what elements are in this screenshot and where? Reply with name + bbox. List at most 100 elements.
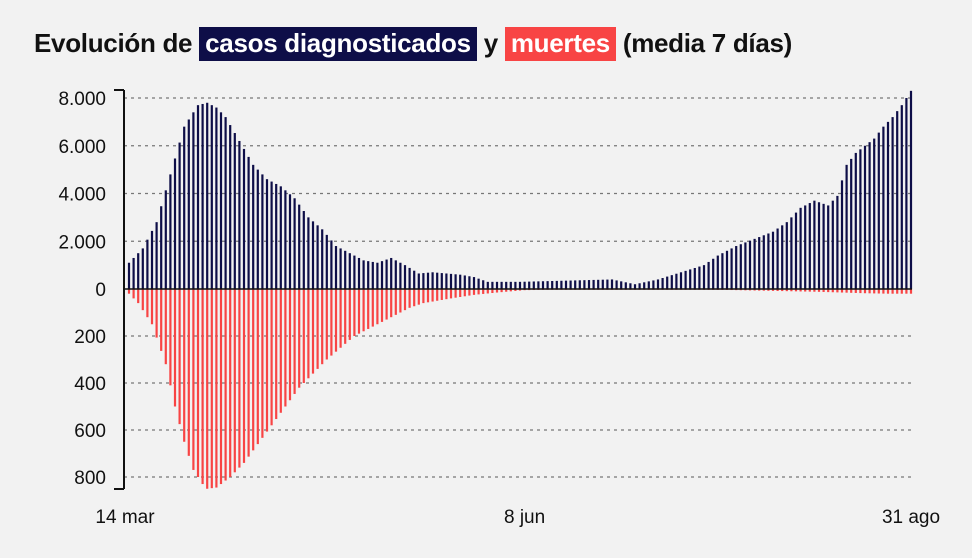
- cases-bar: [298, 204, 301, 289]
- cases-bar: [454, 274, 457, 289]
- y-tick-label-upper: 2.000: [58, 232, 106, 253]
- cases-bar: [647, 281, 650, 289]
- deaths-bar: [873, 289, 876, 294]
- cases-bar: [229, 125, 232, 289]
- cases-bar: [380, 261, 384, 289]
- deaths-bar: [836, 289, 839, 293]
- deaths-bar: [794, 289, 798, 292]
- y-tick-label-upper: 0: [95, 280, 106, 301]
- deaths-bar: [767, 289, 770, 291]
- deaths-bar: [505, 289, 508, 292]
- deaths-bar: [882, 289, 885, 294]
- cases-bar: [707, 261, 710, 289]
- deaths-bar: [164, 289, 167, 365]
- deaths-bar: [298, 289, 301, 388]
- cases-bar: [316, 225, 319, 289]
- cases-bar: [459, 274, 462, 289]
- deaths-bar: [868, 289, 871, 294]
- cases-bar: [183, 126, 186, 290]
- deaths-bar: [302, 289, 305, 383]
- cases-bar: [265, 179, 269, 289]
- x-tick-label: 14 mar: [95, 507, 155, 528]
- deaths-bar: [813, 289, 816, 292]
- cases-bar: [403, 265, 407, 289]
- deaths-bar: [362, 289, 365, 332]
- cases-bar: [652, 280, 655, 289]
- cases-bar: [560, 280, 563, 289]
- cases-bar: [160, 206, 163, 289]
- deaths-bar: [293, 289, 296, 394]
- cases-bar: [514, 281, 517, 289]
- deaths-bar: [150, 289, 154, 325]
- deaths-bar: [288, 289, 292, 401]
- deaths-bar: [909, 289, 913, 294]
- cases-bar: [702, 265, 706, 289]
- deaths-bar: [482, 289, 485, 294]
- cases-bar: [909, 90, 913, 290]
- cases-bar: [127, 262, 131, 289]
- deaths-bar: [827, 289, 830, 293]
- deaths-bar: [454, 289, 457, 298]
- cases-bar: [431, 272, 434, 289]
- cases-bar: [767, 233, 770, 289]
- deaths-bar: [426, 289, 430, 303]
- cases-bar: [629, 283, 632, 289]
- cases-bar: [620, 281, 623, 289]
- cases-bar: [500, 281, 503, 289]
- deaths-bar: [247, 289, 250, 457]
- cases-bar: [753, 238, 756, 289]
- deaths-bar: [279, 289, 282, 413]
- deaths-bar: [886, 289, 890, 294]
- cases-bar: [583, 280, 586, 289]
- cases-bar: [311, 221, 315, 289]
- cases-bar: [413, 270, 416, 289]
- cases-bar: [804, 205, 807, 289]
- cases-bar: [339, 248, 342, 289]
- cases-bar: [238, 140, 241, 289]
- cases-bar: [293, 198, 296, 289]
- cases-bar: [247, 156, 250, 289]
- cases-bar: [776, 228, 779, 289]
- cases-bar: [390, 257, 393, 289]
- title-cases-highlight: casos diagnosticados: [199, 27, 477, 61]
- cases-bar: [491, 281, 494, 289]
- cases-bar: [689, 269, 692, 289]
- cases-bar: [758, 237, 761, 289]
- cases-bar: [721, 253, 724, 289]
- cases-bar: [394, 260, 397, 289]
- deaths-bar: [238, 289, 241, 468]
- cases-bar: [169, 174, 172, 289]
- cases-bar: [348, 253, 351, 289]
- cases-bar: [592, 279, 595, 289]
- cases-bar: [426, 272, 430, 289]
- deaths-bar: [900, 289, 903, 294]
- cases-bar: [344, 250, 347, 289]
- cases-bar: [528, 281, 531, 289]
- deaths-bar: [201, 289, 204, 485]
- cases-bar: [615, 280, 618, 289]
- cases-bar: [725, 250, 729, 289]
- cases-bar: [486, 281, 489, 289]
- deaths-bar: [831, 289, 834, 293]
- cases-bar: [638, 283, 641, 289]
- cases-bar: [192, 112, 195, 289]
- cases-bar: [399, 262, 402, 289]
- cases-bar: [817, 202, 821, 289]
- cases-bar: [670, 275, 673, 289]
- cases-bar: [684, 270, 687, 289]
- cases-bar: [555, 280, 558, 289]
- deaths-bar: [781, 289, 784, 292]
- title-joiner: y: [483, 28, 498, 58]
- deaths-bar: [850, 289, 853, 293]
- cases-bar: [863, 145, 867, 289]
- deaths-bar: [790, 289, 793, 292]
- deaths-bar: [173, 289, 177, 407]
- deaths-bar: [196, 289, 200, 477]
- cases-bar: [822, 203, 825, 289]
- cases-bar: [132, 257, 135, 289]
- deaths-bar: [440, 289, 443, 300]
- deaths-bar: [431, 289, 434, 302]
- deaths-bar: [325, 289, 328, 360]
- cases-bar: [321, 229, 324, 289]
- cases-bar: [422, 273, 425, 289]
